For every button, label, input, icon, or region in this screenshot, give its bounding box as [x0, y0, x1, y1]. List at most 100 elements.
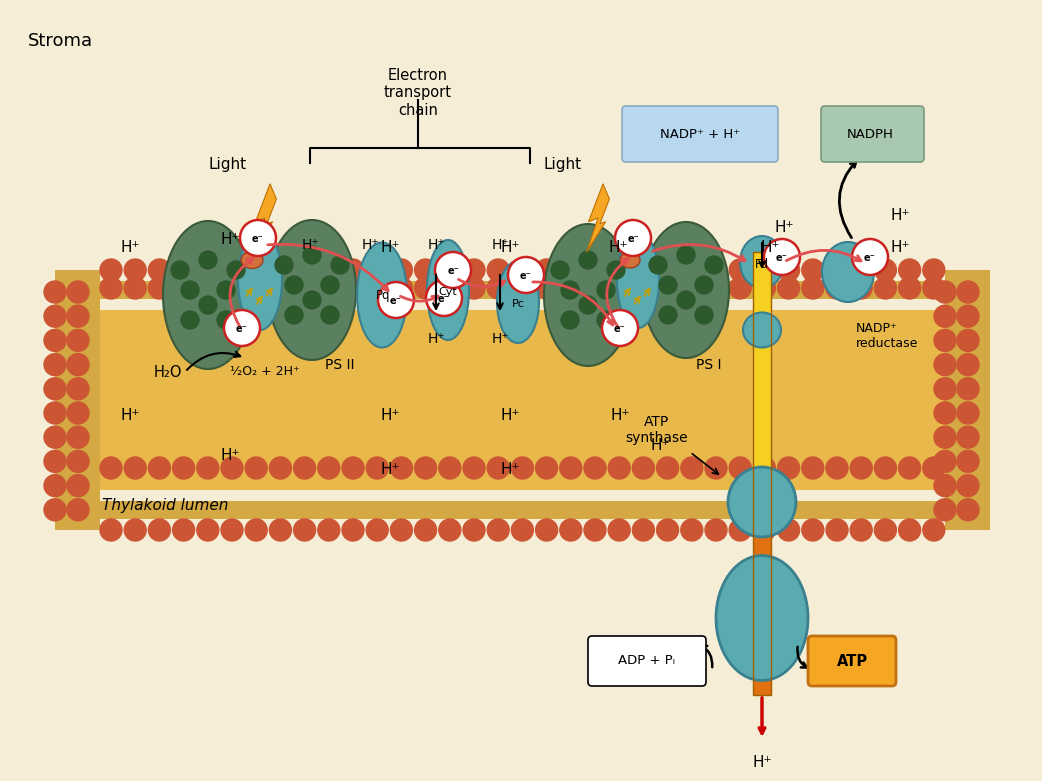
Ellipse shape: [427, 240, 469, 340]
Circle shape: [934, 402, 956, 424]
Circle shape: [199, 296, 217, 314]
Bar: [100, 310, 945, 490]
Polygon shape: [587, 184, 610, 252]
Circle shape: [609, 519, 630, 541]
Bar: [945, 270, 990, 530]
Circle shape: [680, 277, 702, 299]
Circle shape: [100, 457, 122, 479]
Circle shape: [221, 519, 243, 541]
Circle shape: [181, 311, 199, 329]
Text: Light: Light: [209, 157, 247, 172]
Circle shape: [488, 277, 510, 299]
Circle shape: [801, 277, 824, 299]
Circle shape: [67, 281, 89, 303]
Text: H⁺: H⁺: [609, 241, 627, 255]
Circle shape: [488, 457, 510, 479]
Circle shape: [148, 457, 171, 479]
Text: PS I: PS I: [696, 358, 721, 372]
Text: H⁺: H⁺: [220, 233, 240, 248]
Text: H⁺: H⁺: [380, 408, 400, 423]
Circle shape: [874, 519, 896, 541]
Circle shape: [197, 519, 219, 541]
Circle shape: [124, 457, 146, 479]
Circle shape: [536, 277, 557, 299]
Circle shape: [923, 519, 945, 541]
Circle shape: [705, 259, 727, 281]
Text: H⁺: H⁺: [611, 408, 629, 423]
Circle shape: [615, 220, 651, 256]
Circle shape: [415, 457, 437, 479]
Circle shape: [512, 457, 534, 479]
Bar: [753, 473, 771, 695]
Circle shape: [659, 276, 677, 294]
Circle shape: [957, 330, 979, 351]
Bar: [956, 281, 979, 519]
Circle shape: [777, 519, 799, 541]
Text: e⁻: e⁻: [237, 324, 248, 334]
Circle shape: [551, 261, 569, 279]
Circle shape: [124, 277, 146, 299]
Circle shape: [44, 451, 66, 473]
Circle shape: [44, 354, 66, 376]
Bar: [66, 281, 89, 519]
Circle shape: [852, 239, 888, 275]
Circle shape: [67, 475, 89, 497]
Text: e⁻: e⁻: [390, 296, 402, 306]
Circle shape: [270, 259, 292, 281]
Circle shape: [934, 354, 956, 376]
Text: NADP⁺
reductase: NADP⁺ reductase: [855, 322, 918, 350]
Circle shape: [342, 259, 364, 281]
Circle shape: [957, 426, 979, 448]
Circle shape: [331, 256, 349, 274]
Circle shape: [366, 457, 389, 479]
Bar: [753, 252, 771, 473]
Circle shape: [286, 276, 303, 294]
Circle shape: [609, 457, 630, 479]
Circle shape: [801, 519, 824, 541]
Circle shape: [579, 296, 597, 314]
Text: H⁺: H⁺: [500, 408, 520, 423]
Circle shape: [217, 281, 235, 299]
Circle shape: [197, 457, 219, 479]
Circle shape: [148, 519, 171, 541]
Circle shape: [677, 246, 695, 264]
Circle shape: [957, 402, 979, 424]
Circle shape: [67, 378, 89, 400]
Text: e⁻: e⁻: [614, 324, 626, 334]
Circle shape: [100, 259, 122, 281]
Text: H⁺: H⁺: [774, 220, 794, 236]
Text: e⁻: e⁻: [627, 234, 639, 244]
Circle shape: [391, 519, 413, 541]
Circle shape: [957, 451, 979, 473]
Circle shape: [415, 277, 437, 299]
Circle shape: [777, 277, 799, 299]
Text: H⁺: H⁺: [500, 462, 520, 477]
Circle shape: [488, 519, 510, 541]
Circle shape: [597, 281, 615, 299]
Circle shape: [957, 281, 979, 303]
Circle shape: [321, 276, 339, 294]
FancyBboxPatch shape: [588, 636, 706, 686]
Circle shape: [656, 519, 678, 541]
Circle shape: [874, 457, 896, 479]
Circle shape: [171, 261, 189, 279]
Circle shape: [850, 519, 872, 541]
Circle shape: [439, 457, 461, 479]
Circle shape: [826, 457, 848, 479]
Circle shape: [245, 277, 267, 299]
Circle shape: [44, 330, 66, 351]
Circle shape: [536, 259, 557, 281]
Circle shape: [270, 519, 292, 541]
Circle shape: [227, 261, 245, 279]
Text: e⁻: e⁻: [864, 253, 876, 263]
Circle shape: [923, 259, 945, 281]
Circle shape: [286, 306, 303, 324]
Circle shape: [560, 277, 581, 299]
Text: H⁺: H⁺: [427, 332, 445, 346]
Ellipse shape: [740, 236, 784, 288]
Circle shape: [67, 402, 89, 424]
Circle shape: [294, 259, 316, 281]
Circle shape: [705, 519, 727, 541]
Text: Electron
transport
chain: Electron transport chain: [384, 68, 452, 118]
Circle shape: [560, 259, 581, 281]
